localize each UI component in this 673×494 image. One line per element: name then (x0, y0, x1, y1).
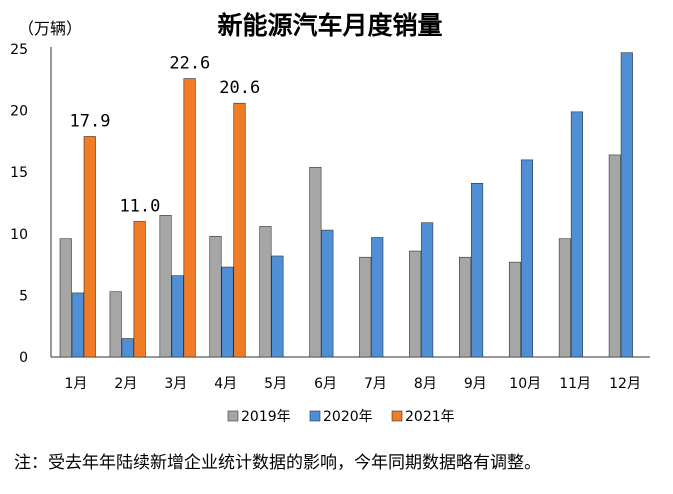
y-tick-label: 5 (19, 288, 28, 304)
bar-2020年 (371, 237, 384, 358)
bar-2019年 (359, 256, 372, 358)
x-tick-label: 4月 (214, 376, 237, 392)
x-tick-label: 5月 (264, 376, 287, 392)
legend-label: 2019年 (241, 409, 291, 425)
bar-2019年 (59, 238, 72, 358)
bar-2021年 (83, 136, 96, 358)
bar-2021年 (233, 102, 246, 358)
legend-label: 2020年 (323, 409, 373, 425)
legend-label: 2021年 (405, 409, 455, 425)
bar-2020年 (620, 52, 633, 358)
bar-2019年 (259, 226, 272, 358)
y-tick-label: 25 (10, 42, 28, 58)
y-tick-label: 10 (10, 227, 28, 243)
footnote: 注：受去年年陆续新增企业统计数据的影响，今年同期数据略有调整。 (14, 453, 541, 473)
bar-2020年 (171, 275, 184, 358)
legend-swatch (227, 410, 239, 422)
bar-2019年 (209, 235, 222, 358)
x-tick-label: 2月 (114, 376, 137, 392)
x-tick-label: 10月 (509, 376, 541, 392)
x-tick-label: 8月 (414, 376, 437, 392)
y-axis-unit: （万辆） (18, 19, 82, 38)
bar-2020年 (520, 159, 534, 358)
bar-2020年 (570, 111, 583, 358)
bar-2020年 (71, 292, 84, 358)
bar-2020年 (271, 255, 284, 358)
x-tick-label: 6月 (314, 376, 337, 392)
bar-2019年 (558, 238, 571, 358)
bar-2021年 (183, 78, 196, 358)
data-label: 17.9 (70, 111, 111, 131)
x-tick-label: 11月 (559, 376, 591, 392)
legend-swatch (309, 410, 321, 422)
data-label: 22.6 (169, 54, 210, 74)
chart-title: 新能源汽车月度销量 (217, 11, 442, 40)
bar-2019年 (109, 291, 122, 358)
bar-2020年 (121, 338, 134, 358)
legend-swatch (391, 410, 403, 422)
plot-area: 0 5 10 15 20 25 1月 2月 3月 4月 5月 6月 7月 8月 9月 10月 11月 12月 17.… (10, 42, 650, 425)
x-tick-label: 1月 (64, 376, 87, 392)
y-tick-label: 0 (19, 350, 28, 366)
bar-2020年 (221, 266, 234, 358)
data-label: 20.6 (219, 78, 260, 98)
bar-2019年 (309, 166, 322, 358)
sales-chart: 新能源汽车月度销量 （万辆） 0 5 10 15 20 25 1月 2月 3月 4月 5月 6月 7月 8… (10, 11, 650, 425)
x-tick-label: 3月 (164, 376, 187, 392)
y-tick-label: 20 (10, 104, 28, 120)
x-tick-label: 7月 (364, 376, 387, 392)
y-tick-label: 15 (10, 165, 28, 181)
bar-2019年 (159, 215, 172, 358)
x-tick-label: 12月 (609, 376, 641, 392)
bar-2019年 (508, 261, 522, 358)
bar-2019年 (409, 250, 422, 358)
bar-2019年 (608, 154, 621, 358)
x-tick-label: 9月 (464, 376, 487, 392)
bar-2020年 (421, 222, 434, 358)
bar-2021年 (133, 221, 146, 358)
data-label: 11.0 (119, 196, 160, 216)
bar-2020年 (471, 182, 484, 358)
bar-2019年 (459, 256, 472, 358)
bar-2020年 (321, 229, 334, 358)
